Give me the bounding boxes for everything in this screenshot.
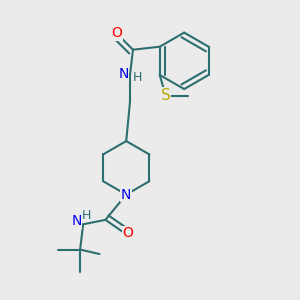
Text: S: S — [161, 88, 170, 103]
Text: H: H — [133, 71, 142, 84]
Text: N: N — [118, 67, 129, 81]
Text: N: N — [121, 188, 131, 202]
Text: O: O — [111, 26, 122, 40]
Text: O: O — [122, 226, 133, 240]
Text: H: H — [81, 209, 91, 222]
Text: N: N — [71, 214, 82, 228]
